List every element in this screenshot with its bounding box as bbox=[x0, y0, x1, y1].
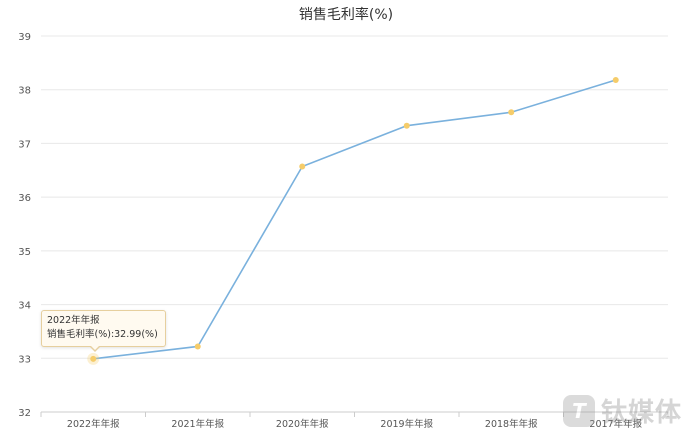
x-tick-label: 2021年年报 bbox=[171, 418, 224, 430]
y-tick-label: 38 bbox=[18, 86, 31, 97]
watermark: T 钛媒体 bbox=[562, 392, 682, 429]
series-line bbox=[93, 79, 616, 360]
x-tick-label: 2018年年报 bbox=[485, 418, 538, 430]
data-point bbox=[508, 109, 515, 116]
x-tick-label: 2017年年报 bbox=[589, 418, 642, 430]
tooltip-value: 销售毛利率(%):32.99(%) bbox=[47, 329, 158, 340]
chart-title: 销售毛利率(%) bbox=[299, 6, 393, 23]
y-tick-label: 33 bbox=[18, 354, 31, 365]
tooltip-category: 2022年年报 bbox=[47, 315, 100, 326]
data-point bbox=[90, 355, 97, 362]
y-tick-label: 39 bbox=[18, 32, 31, 43]
x-tick-label: 2019年年报 bbox=[380, 418, 433, 430]
brand-name: 钛媒体 bbox=[600, 398, 682, 428]
x-tick-label: 2022年年报 bbox=[67, 418, 120, 430]
data-point bbox=[403, 122, 410, 129]
y-tick-label: 32 bbox=[18, 408, 31, 419]
data-tooltip: 2022年年报 销售毛利率(%):32.99(%) bbox=[41, 310, 166, 352]
y-tick-label: 37 bbox=[18, 139, 31, 150]
data-point bbox=[612, 77, 619, 84]
y-tick-label: 36 bbox=[18, 193, 31, 204]
y-tick-label: 34 bbox=[18, 301, 31, 312]
data-point bbox=[194, 343, 201, 350]
x-tick-label: 2020年年报 bbox=[276, 418, 329, 430]
data-point bbox=[299, 163, 306, 170]
tooltip-pointer bbox=[89, 345, 101, 352]
y-tick-label: 35 bbox=[18, 247, 31, 258]
brand-logo-icon: T bbox=[562, 394, 595, 427]
